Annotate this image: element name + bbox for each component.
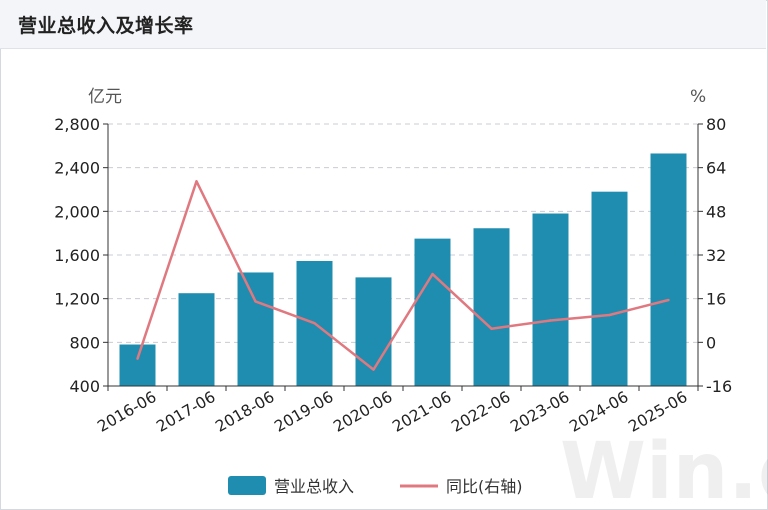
left-tick-label: 400 <box>69 377 100 396</box>
line-point <box>608 313 611 317</box>
x-tick-label: 2021-06 <box>389 388 454 436</box>
bar <box>178 293 215 386</box>
right-tick-label: 32 <box>706 246 726 265</box>
bar-series <box>119 153 687 386</box>
legend-line-label: 同比(右轴) <box>446 477 523 496</box>
right-tick-label: -16 <box>706 377 732 396</box>
x-tick-label: 2022-06 <box>448 388 513 436</box>
bar <box>119 344 156 386</box>
line-point <box>313 322 316 325</box>
line-point <box>667 298 670 302</box>
left-tick-label: 1,600 <box>54 246 100 265</box>
bar <box>473 228 510 386</box>
line-point <box>431 272 434 276</box>
right-tick-label: 48 <box>706 202 726 221</box>
legend: 营业总收入 同比(右轴) <box>228 476 523 496</box>
bar <box>414 238 451 386</box>
yoy-line <box>136 180 669 371</box>
line-point <box>372 368 375 371</box>
right-tick-label: 80 <box>706 115 726 134</box>
left-axis-unit: 亿元 <box>88 87 122 107</box>
axes: 400 800 1,200 1,600 2,000 2,400 2,800 -16 0 16 32 4… <box>54 87 732 436</box>
line-point <box>549 319 552 322</box>
x-tick-label: 2019-06 <box>271 388 336 436</box>
left-tick-label: 2,800 <box>54 115 100 134</box>
x-tick-label: 2016-06 <box>94 388 159 436</box>
line-point <box>136 357 139 360</box>
right-tick-label: 0 <box>706 333 716 352</box>
x-tick-label: 2018-06 <box>212 388 277 436</box>
line-point <box>254 300 257 303</box>
right-axis-unit: % <box>690 87 706 107</box>
bar <box>237 272 274 386</box>
x-tick-label: 2020-06 <box>330 388 395 436</box>
left-tick-label: 2,400 <box>54 159 100 178</box>
chart-header: 营业总收入及增长率 <box>0 0 766 49</box>
bar <box>650 153 687 386</box>
line-series <box>136 180 670 371</box>
bar <box>532 213 569 386</box>
legend-bar-label: 营业总收入 <box>274 477 354 496</box>
left-tick-label: 1,200 <box>54 290 100 309</box>
left-tick-label: 2,000 <box>54 202 100 221</box>
legend-bar-swatch <box>228 476 266 495</box>
chart-title: 营业总收入及增长率 <box>18 15 194 37</box>
watermark: Win.d <box>560 427 768 510</box>
right-tick-label: 16 <box>706 290 726 309</box>
line-point <box>490 327 493 330</box>
line-point <box>195 180 198 183</box>
x-tick-label: 2017-06 <box>153 388 218 436</box>
right-tick-label: 64 <box>706 159 726 178</box>
bar <box>591 191 628 386</box>
left-tick-label: 800 <box>69 333 100 352</box>
